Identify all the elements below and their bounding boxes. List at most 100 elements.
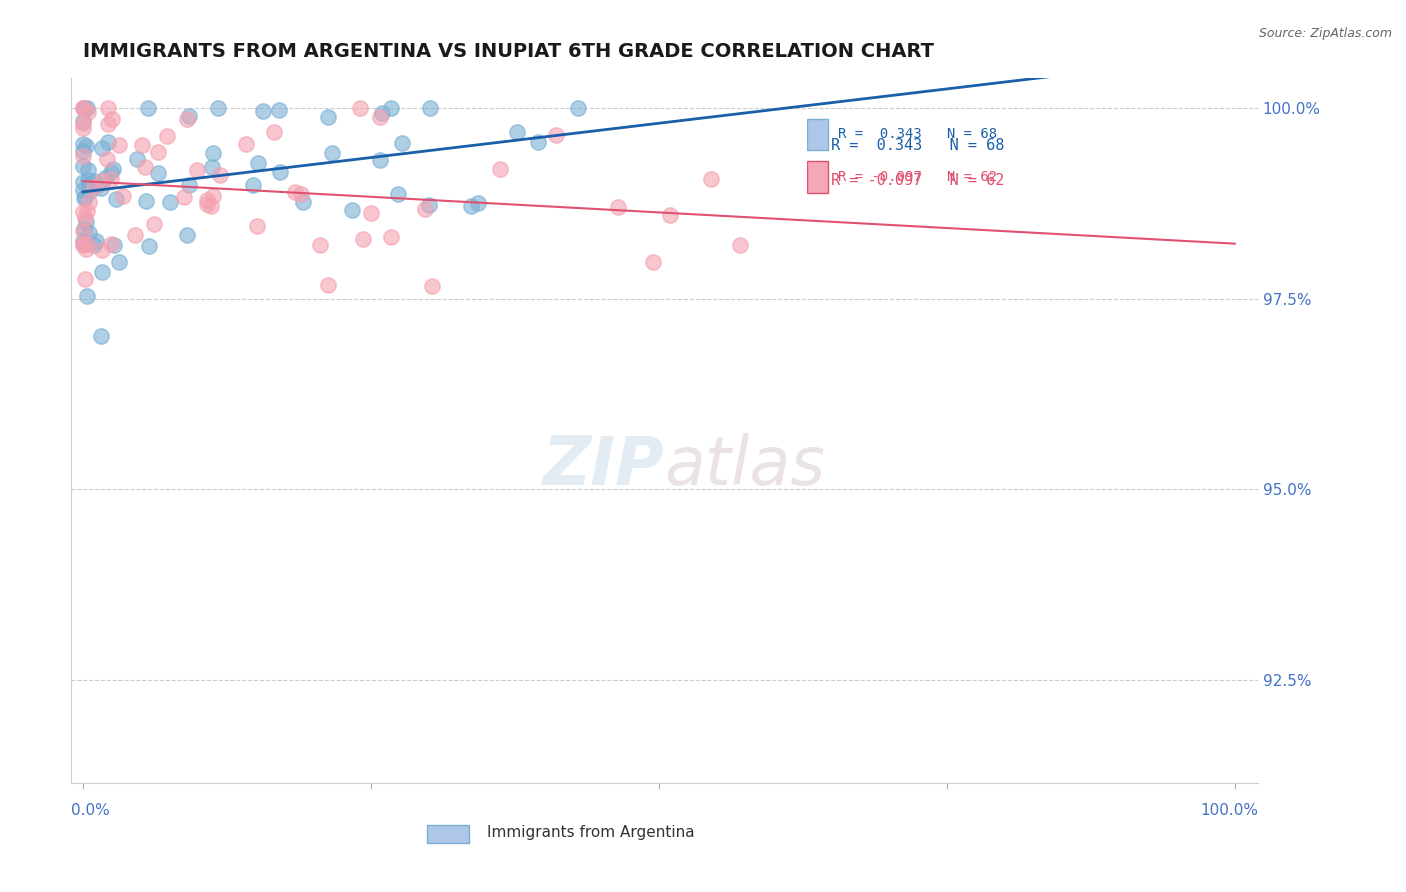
- Point: [155, 128, 177, 143]
- Point: [96, 152, 118, 166]
- Point: [73, 221, 96, 235]
- Text: R = -0.097   N = 62: R = -0.097 N = 62: [831, 173, 1004, 188]
- Point: [91, 243, 114, 257]
- Point: [159, 195, 181, 210]
- Point: [290, 186, 312, 201]
- Point: [195, 196, 218, 211]
- Point: [269, 164, 291, 178]
- Point: [460, 199, 482, 213]
- Point: [606, 200, 628, 214]
- Point: [201, 188, 224, 202]
- Point: [97, 117, 120, 131]
- Point: [75, 215, 97, 229]
- Point: [148, 145, 170, 160]
- Point: [467, 196, 489, 211]
- Point: [72, 148, 94, 162]
- Point: [316, 277, 339, 292]
- Point: [73, 272, 96, 286]
- Point: [101, 112, 124, 127]
- Point: [77, 194, 100, 209]
- Point: [176, 227, 198, 242]
- Point: [371, 106, 394, 120]
- Point: [380, 229, 402, 244]
- Point: [108, 255, 131, 269]
- Text: R =  0.343   N = 68: R = 0.343 N = 68: [831, 137, 1004, 153]
- Point: [97, 101, 120, 115]
- Point: [72, 223, 94, 237]
- Point: [83, 180, 105, 194]
- Point: [111, 189, 134, 203]
- Point: [100, 165, 122, 179]
- Point: [75, 211, 97, 225]
- Point: [368, 110, 391, 124]
- Point: [77, 178, 100, 192]
- Point: [316, 110, 339, 124]
- Point: [90, 329, 112, 343]
- Point: [544, 128, 567, 143]
- Point: [72, 175, 94, 189]
- Point: [142, 217, 165, 231]
- Point: [730, 238, 752, 252]
- Point: [420, 279, 443, 293]
- Point: [340, 203, 363, 218]
- Point: [418, 198, 440, 212]
- Point: [72, 238, 94, 252]
- Point: [284, 185, 307, 199]
- Point: [263, 125, 285, 139]
- Point: [104, 192, 127, 206]
- Point: [131, 138, 153, 153]
- Point: [135, 194, 157, 208]
- Point: [246, 156, 269, 170]
- Point: [79, 184, 101, 198]
- Point: [72, 183, 94, 197]
- Point: [370, 153, 392, 167]
- Point: [208, 169, 231, 183]
- Point: [658, 208, 681, 222]
- Point: [90, 265, 112, 279]
- Point: [489, 162, 512, 177]
- Point: [235, 137, 257, 152]
- Point: [360, 205, 382, 219]
- Text: Immigrants from Argentina: Immigrants from Argentina: [486, 825, 695, 839]
- Point: [91, 173, 114, 187]
- Point: [308, 238, 330, 252]
- Point: [72, 101, 94, 115]
- Point: [97, 135, 120, 149]
- Point: [419, 101, 441, 115]
- Point: [292, 194, 315, 209]
- Bar: [427, 825, 468, 843]
- Point: [72, 144, 94, 158]
- Point: [413, 202, 436, 216]
- Point: [352, 232, 374, 246]
- Point: [76, 237, 98, 252]
- Point: [94, 170, 117, 185]
- Point: [76, 289, 98, 303]
- Point: [567, 101, 589, 115]
- Text: 100.0%: 100.0%: [1199, 803, 1258, 818]
- Point: [387, 186, 409, 201]
- Point: [77, 172, 100, 186]
- Point: [72, 234, 94, 248]
- Point: [73, 101, 96, 115]
- Point: [72, 159, 94, 173]
- Point: [186, 163, 208, 178]
- Text: Source: ZipAtlas.com: Source: ZipAtlas.com: [1258, 27, 1392, 40]
- Point: [72, 191, 94, 205]
- Point: [391, 136, 413, 150]
- Point: [349, 101, 371, 115]
- Point: [90, 141, 112, 155]
- Point: [90, 181, 112, 195]
- Point: [252, 104, 274, 119]
- Point: [75, 139, 97, 153]
- Point: [72, 205, 94, 219]
- Point: [380, 101, 402, 115]
- Point: [72, 237, 94, 252]
- Text: 0.0%: 0.0%: [72, 803, 110, 818]
- Point: [83, 237, 105, 252]
- Point: [173, 190, 195, 204]
- Point: [75, 242, 97, 256]
- Point: [103, 237, 125, 252]
- Point: [100, 172, 122, 186]
- Point: [134, 160, 156, 174]
- Point: [269, 103, 291, 117]
